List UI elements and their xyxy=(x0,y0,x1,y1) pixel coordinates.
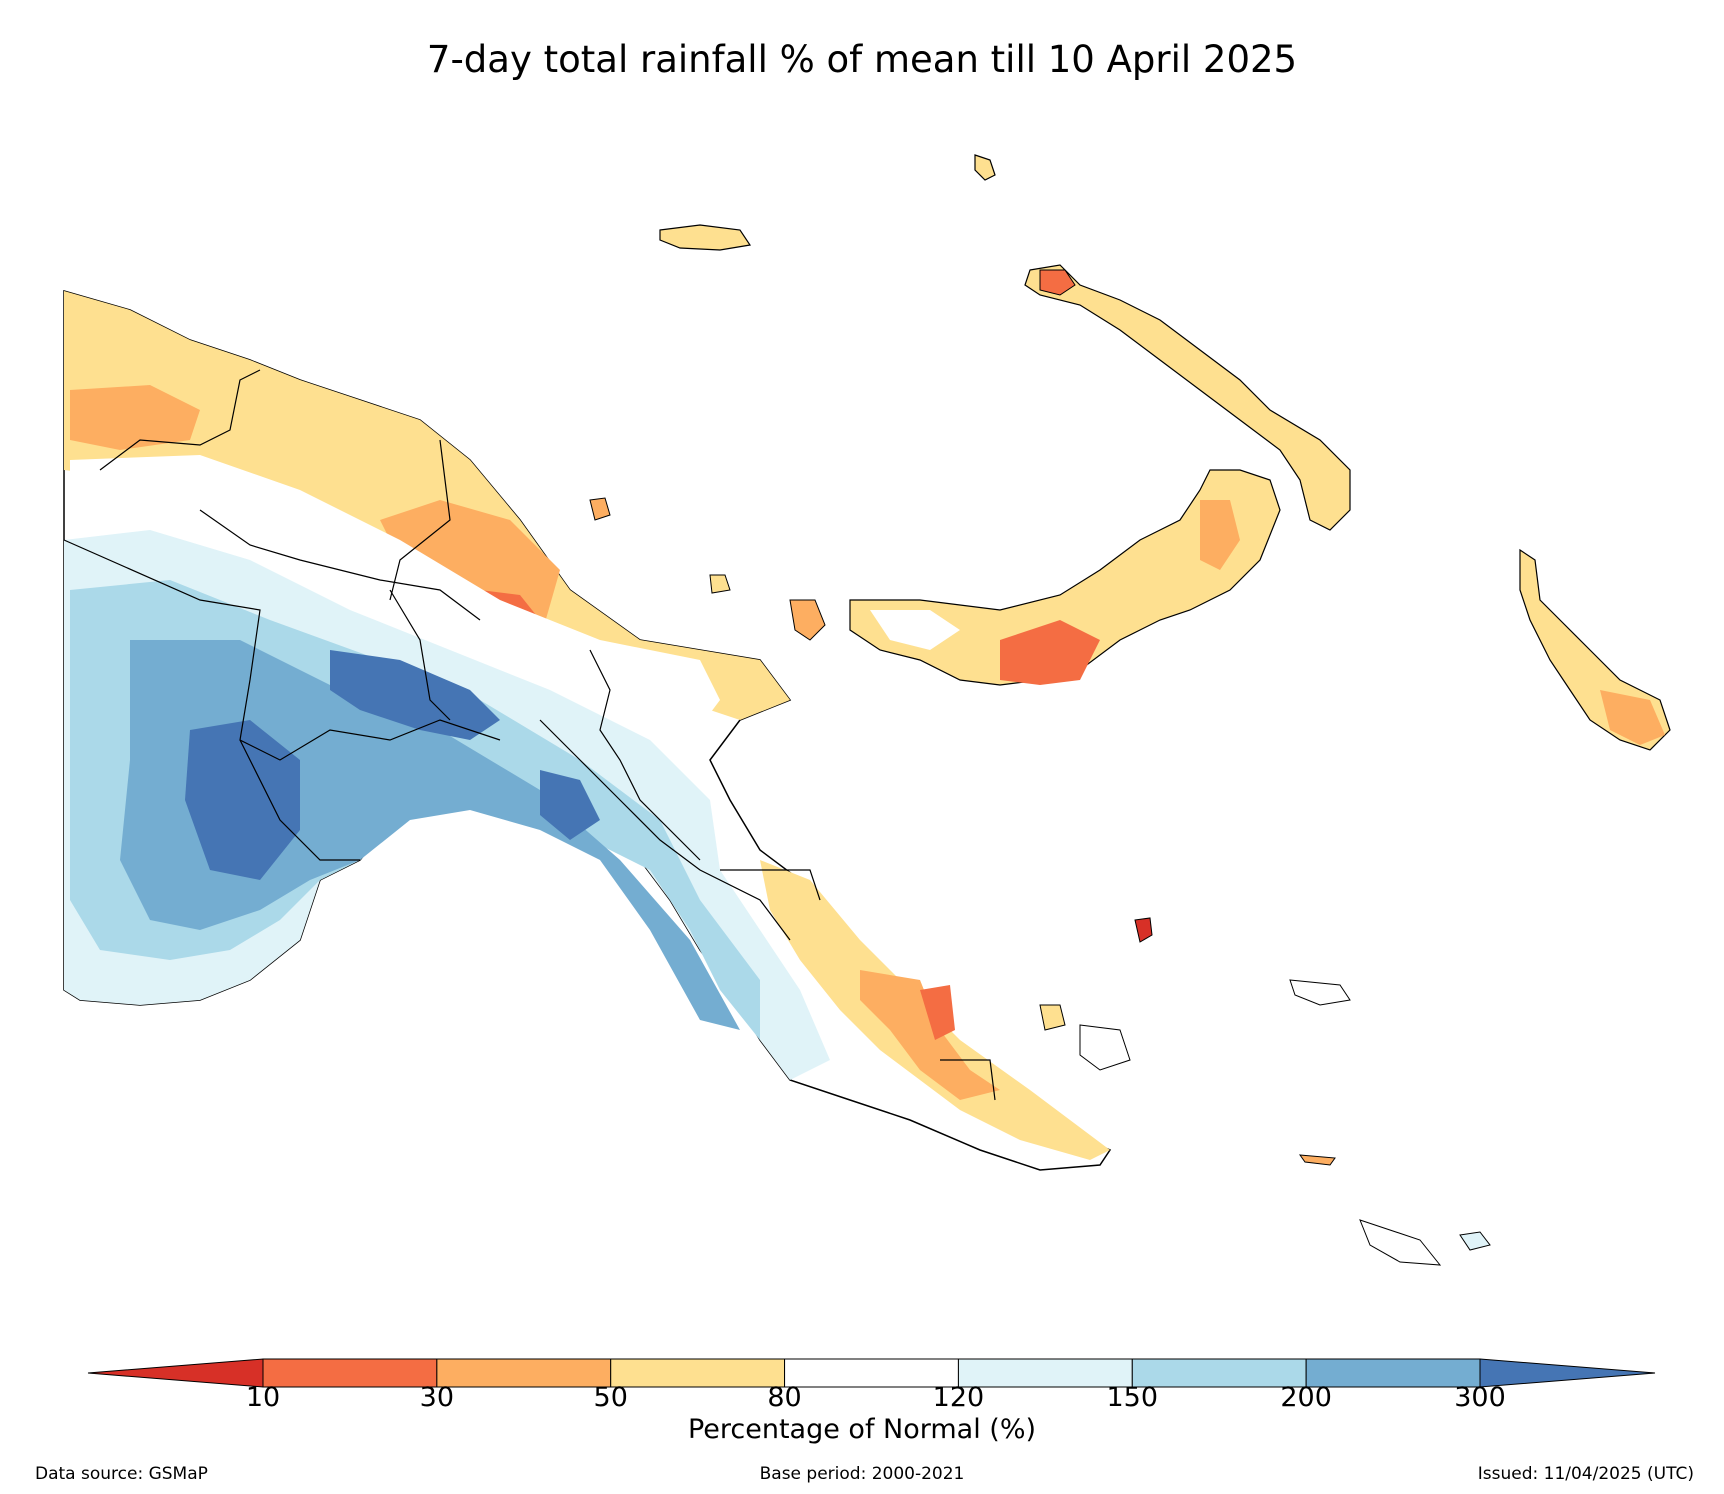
rainfall-map xyxy=(63,154,1671,1266)
colorbar-tick-label: 30 xyxy=(419,1382,455,1413)
peninsula-dry-hot xyxy=(920,985,955,1040)
fergusson-island xyxy=(1079,1024,1131,1071)
trobriand-hot xyxy=(1134,917,1153,943)
new-britain-west-normal xyxy=(870,610,960,650)
mussau-island xyxy=(974,154,996,181)
colorbar-tick-label: 50 xyxy=(593,1382,628,1413)
footer-issued-date: Issued: 11/04/2025 (UTC) xyxy=(1477,1464,1694,1484)
colorbar-tick-label: 80 xyxy=(767,1382,802,1413)
north-dry-core xyxy=(70,385,200,450)
colorbar-tick-label: 150 xyxy=(1106,1382,1159,1413)
colorbar-extend-low xyxy=(87,1358,264,1388)
colorbar-segment xyxy=(1131,1358,1307,1388)
goodenough-island xyxy=(1039,1004,1066,1031)
wet-zone-core-west xyxy=(185,720,300,880)
peninsula-dry-band xyxy=(760,860,1110,1160)
karkar-island xyxy=(589,497,611,521)
umboi-island xyxy=(709,574,731,594)
peninsula-dry-core xyxy=(860,970,1000,1100)
wet-zone-core-east xyxy=(540,770,600,840)
bougainville-core xyxy=(1600,690,1665,745)
new-britain-east-core xyxy=(1200,500,1240,570)
colorbar-extend-high xyxy=(1479,1358,1656,1388)
colorbar-tick-label: 120 xyxy=(932,1382,985,1413)
province-boundaries xyxy=(63,369,996,1101)
footer-base-period: Base period: 2000-2021 xyxy=(759,1464,965,1484)
colorbar-segment xyxy=(957,1358,1133,1388)
colorbar-tick-label: 200 xyxy=(1280,1382,1332,1413)
colorbar-segment xyxy=(1305,1358,1481,1388)
colorbar-label: Percentage of Normal (%) xyxy=(687,1414,1037,1445)
wet-zone-strong xyxy=(120,640,740,1030)
misima-island xyxy=(1298,1154,1336,1166)
woodlark-island xyxy=(1289,979,1351,1006)
colorbar-tick-label: 10 xyxy=(245,1382,281,1413)
long-island xyxy=(789,599,826,641)
map-title: 7-day total rainfall % of mean till 10 A… xyxy=(426,38,1298,81)
colorbar-tick-label: 300 xyxy=(1454,1382,1506,1413)
colorbar-segment xyxy=(784,1358,959,1388)
colorbar-segment xyxy=(262,1358,438,1388)
colorbar-segment xyxy=(610,1358,786,1388)
wet-zone-core-central xyxy=(330,650,500,740)
footer-data-source: Data source: GSMaP xyxy=(35,1464,208,1484)
new-britain-south-core xyxy=(1000,620,1100,685)
manus-island xyxy=(659,224,752,251)
rossel-island xyxy=(1459,1231,1491,1251)
sudest-island xyxy=(1359,1219,1442,1266)
new-hanover-hot xyxy=(1039,269,1076,296)
colorbar-segment xyxy=(436,1358,612,1388)
